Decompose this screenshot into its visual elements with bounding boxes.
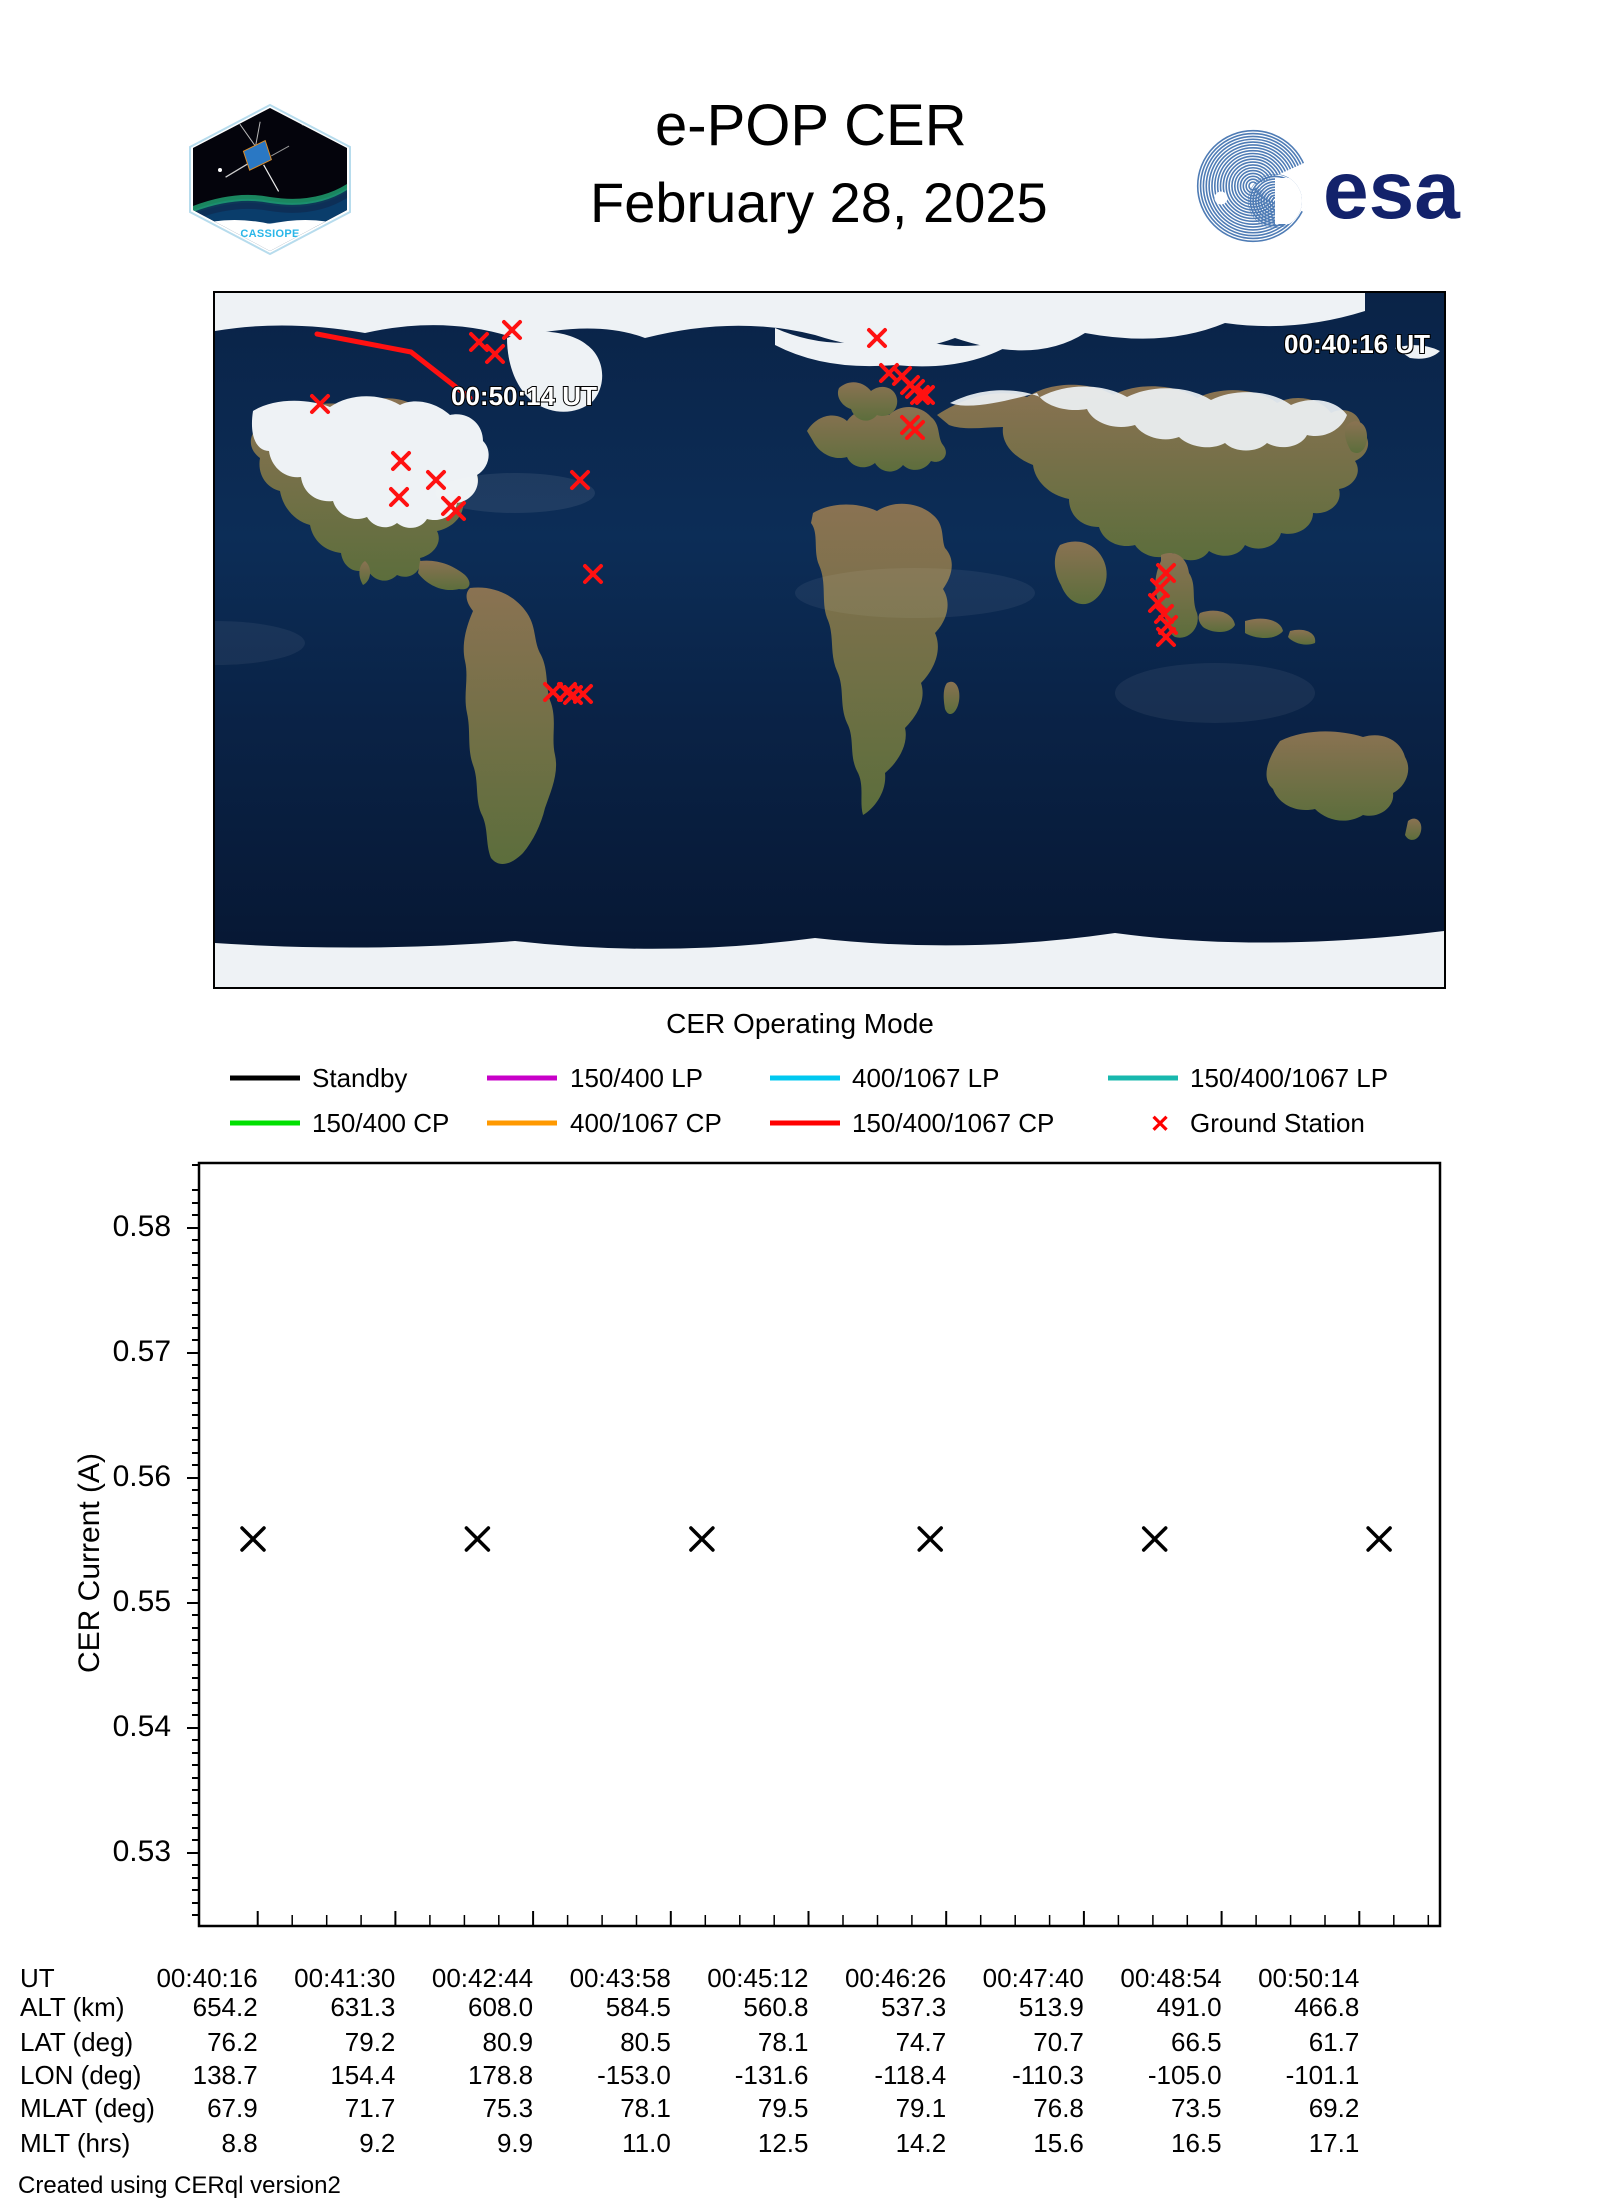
svg-text:150/400/1067 LP: 150/400/1067 LP: [1190, 1063, 1388, 1093]
svg-text:0.54: 0.54: [113, 1710, 171, 1743]
svg-text:400/1067 CP: 400/1067 CP: [570, 1108, 722, 1138]
svg-text:150/400 LP: 150/400 LP: [570, 1063, 703, 1093]
svg-text:✕: ✕: [1150, 1111, 1170, 1138]
svg-text:CASSIOPE: CASSIOPE: [240, 228, 299, 240]
svg-text:CER Current (A): CER Current (A): [73, 1453, 106, 1673]
svg-text:0.57: 0.57: [113, 1335, 171, 1368]
svg-text:Ground Station: Ground Station: [1190, 1108, 1365, 1138]
svg-text:0.55: 0.55: [113, 1585, 171, 1618]
svg-text:esa: esa: [1323, 145, 1461, 236]
svg-text:0.53: 0.53: [113, 1835, 171, 1868]
svg-text:150/400 CP: 150/400 CP: [312, 1108, 449, 1138]
svg-text:Standby: Standby: [312, 1063, 407, 1093]
svg-text:00:50:14 UT: 00:50:14 UT: [451, 381, 597, 411]
svg-text:150/400/1067 CP: 150/400/1067 CP: [852, 1108, 1054, 1138]
svg-text:0.58: 0.58: [113, 1210, 171, 1243]
svg-text:0.56: 0.56: [113, 1460, 171, 1493]
svg-text:400/1067 LP: 400/1067 LP: [852, 1063, 999, 1093]
